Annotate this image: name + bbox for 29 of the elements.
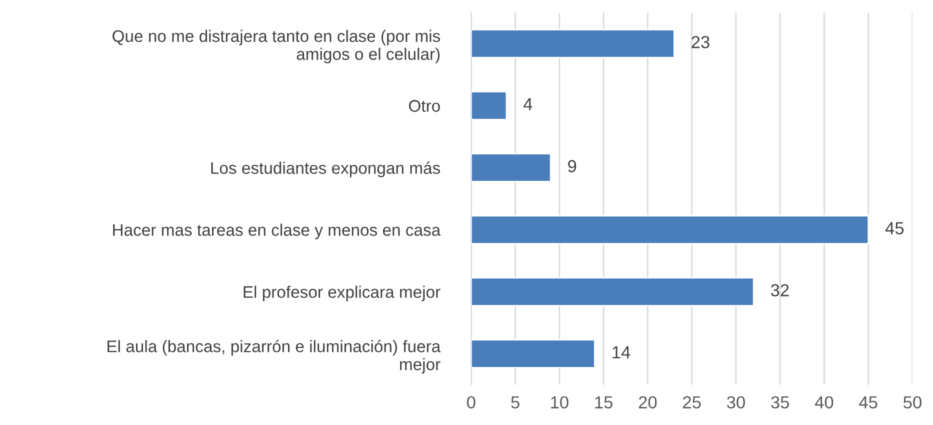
y-tick-label: El aula (bancas, pizarrón e iluminación) fuera mejor xyxy=(108,340,441,374)
x-tick-label: 35 xyxy=(771,396,790,408)
data-label: 4 xyxy=(524,98,532,110)
bar xyxy=(471,90,508,120)
data-label: 14 xyxy=(612,346,630,358)
x-tick-label: 15 xyxy=(595,396,612,408)
x-tick-label: 45 xyxy=(859,396,878,408)
bar xyxy=(471,339,596,368)
data-label: 9 xyxy=(568,160,576,172)
x-tick-label: 40 xyxy=(814,396,834,408)
x-tick-label: 10 xyxy=(551,396,568,408)
bar xyxy=(471,153,552,182)
bar xyxy=(471,215,870,244)
y-tick-label: El profesor explicara mejor xyxy=(244,286,440,302)
x-tick-label: 30 xyxy=(726,396,745,408)
y-tick-label: Los estudiantes expongan más xyxy=(211,162,440,178)
x-tick-label: 50 xyxy=(904,396,922,408)
y-tick-label: Hacer mas tareas en clase y menos en casa xyxy=(113,224,441,240)
x-tick-label: 0 xyxy=(467,396,476,408)
bar xyxy=(471,277,754,306)
data-label: 45 xyxy=(885,222,904,234)
bar xyxy=(471,28,675,58)
x-tick-label: 20 xyxy=(638,396,657,408)
data-label: 23 xyxy=(692,36,710,48)
y-tick-label: Otro xyxy=(408,100,440,112)
x-tick-label: 25 xyxy=(683,396,701,408)
data-label: 32 xyxy=(770,284,789,296)
y-tick-label: Que no me distrajera tanto en clase (por mis amigos o el celular) xyxy=(112,30,440,64)
x-tick-label: 5 xyxy=(511,396,520,408)
